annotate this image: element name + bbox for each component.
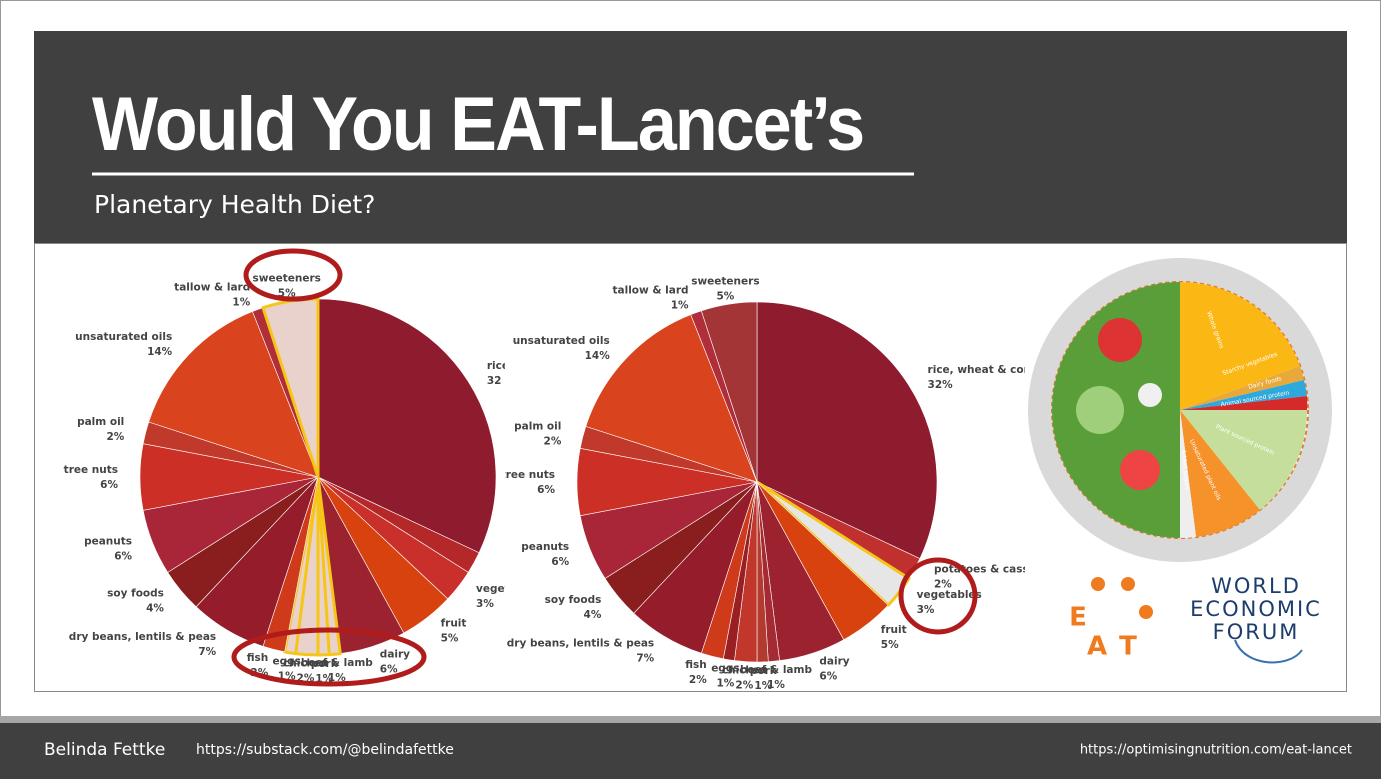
footer-author: Belinda Fettke [44,740,165,760]
slice-label: chicken [283,658,328,670]
value-label: 6% [114,550,132,562]
wef-line: ECONOMIC [1190,597,1322,621]
pie-slice [585,314,758,483]
slice-label: fruit [881,624,907,636]
value-label: 32% [928,379,954,391]
slice-label: peanuts [521,541,569,553]
pie-slice [317,298,497,554]
value-label: 1% [716,678,734,690]
slice-label: eggs [273,656,301,668]
slice-label: unsaturated oils [75,331,172,343]
value-label: 6% [100,479,118,491]
subtitle: Planetary Health Diet? [94,190,375,219]
slice-label: sweeteners [691,275,759,287]
slice-label: vegetables [917,589,982,601]
slice-label: dairy [819,655,849,667]
eat-logo: E A T [1069,577,1153,662]
value-label: 1% [767,679,785,691]
slice-label: chicken [722,665,767,677]
value-label: 14% [585,350,611,362]
value-label: 1% [754,680,772,692]
value-label: 3% [917,604,935,616]
value-label: 6% [380,664,398,676]
plate-label: Added sugars [1180,449,1191,490]
wef-logo: WORLD ECONOMIC FORUM [1190,574,1322,664]
slice-label: palm oil [77,416,124,428]
value-label: 5% [716,290,734,302]
pie-slice [148,311,319,478]
footer-band [0,723,1381,779]
value-label: 2% [735,680,753,692]
eat-letter: A [1087,632,1107,662]
value-label: 5% [441,632,459,644]
eat-letter: E [1069,603,1087,633]
value-label: 2% [934,578,952,590]
value-label: 32 [487,375,502,387]
slice-label: fruit [441,617,467,629]
slice-label: pork [311,658,339,670]
slice-label: vegetables [476,583,541,595]
slice-label: tallow & lard [174,281,250,293]
pie-slice [701,301,758,483]
value-label: 1% [328,672,346,684]
value-label: 6% [537,484,555,496]
slice-label: soy foods [545,594,602,606]
value-label: 6% [551,556,569,568]
value-label: 4% [584,609,602,621]
value-label: 7% [198,646,216,658]
slice-label: palm oil [514,420,561,432]
footer-link[interactable]: https://optimisingnutrition.com/eat-lanc… [1080,743,1352,758]
slice-label: beef & lamb [740,664,812,676]
value-label: 2% [106,431,124,443]
value-label: 6% [819,670,837,682]
footer-strip [0,716,1381,723]
value-label: 4% [146,603,164,615]
wef-line: WORLD [1211,574,1301,598]
slice-label: peanuts [84,535,132,547]
pie-slice [756,301,938,559]
slice-label: eggs [711,663,739,675]
highlight-ring [243,248,343,302]
slice-label: dry beans, lentils & peas [69,631,216,643]
wef-line: FORUM [1213,620,1300,644]
plate [1028,258,1332,562]
slice-label: tree nuts [64,464,118,476]
slice-label: dry beans, lentils & peas [507,638,654,650]
value-label: 3% [476,598,494,610]
slice-label: beef & lamb [301,657,373,669]
value-label: 5% [881,639,899,651]
value-label: 14% [147,346,173,358]
slice-label: soy foods [107,588,164,600]
chart-1: rice, wheat & corn 32 vegetables 3% fruit 5% d… [64,272,596,685]
slice-label: unsaturated oils [513,335,610,347]
slice-label: rice, wheat & corn [487,360,596,372]
slice-label: tallow & lard [612,285,688,297]
value-label: 1% [232,296,250,308]
slice-label: tree nuts [501,469,555,481]
value-label: 2% [689,674,707,686]
slice-label: fish [685,659,707,671]
value-label: 2% [544,435,562,447]
header-band [34,31,1347,243]
eat-letter: T [1119,632,1137,662]
footer-link[interactable]: https://substack.com/@belindafettke [196,742,454,758]
highlight-ring [898,557,978,635]
slice-label: dairy [380,649,410,661]
value-label: 1% [671,300,689,312]
slice-label: pork [750,665,778,677]
value-label: 7% [636,653,654,665]
slice-label: fish [247,652,269,664]
highlight-ring [231,627,427,687]
title: Would You EAT-Lancet’s [92,82,863,166]
slice-label: rice, wheat & corn [928,364,1037,376]
slice-label: sweeteners [253,272,321,284]
